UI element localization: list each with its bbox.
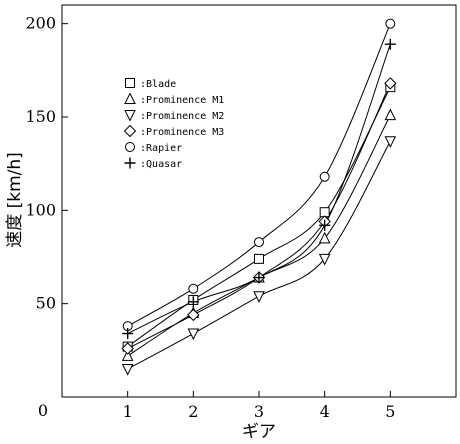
point-prominence-m2: [187, 328, 200, 341]
series-line-rapier: [127, 23, 391, 327]
y-tick-label: 50: [36, 294, 56, 313]
legend-separator: :: [140, 79, 146, 90]
point-prominence-m2: [253, 291, 265, 303]
legend-label-rapier: :Rapier: [140, 143, 182, 154]
point-quasar: [253, 272, 265, 284]
legend-separator: :: [140, 111, 146, 122]
x-tick-label: 2: [188, 402, 198, 421]
legend-label-prominence-m1: :Prominence M1: [140, 95, 224, 106]
point-prominence-m1: [384, 108, 397, 121]
point-prominence-m2: [384, 136, 397, 148]
y-tick-label: 200: [25, 14, 56, 33]
legend-series-name: Prominence M1: [146, 95, 224, 106]
point-prominence-m1: [121, 349, 134, 361]
legend-label-blade: :Blade: [140, 79, 176, 90]
legend-series-name: Prominence M2: [146, 111, 224, 122]
legend-separator: :: [140, 143, 146, 154]
plot-frame: [61, 4, 457, 398]
point-prominence-m1: [318, 231, 331, 244]
legend-marker-prominence-m1: [124, 92, 136, 104]
legend-series-name: Blade: [146, 79, 176, 90]
point-prominence-m3: [384, 77, 397, 90]
series-line-quasar: [127, 44, 391, 334]
x-tick-label: 3: [254, 402, 264, 421]
point-prominence-m2: [121, 364, 134, 376]
series-line-blade: [127, 86, 391, 348]
legend-label-prominence-m2: :Prominence M2: [140, 111, 224, 122]
point-quasar: [187, 296, 199, 308]
legend-marker-rapier: [125, 142, 135, 152]
point-prominence-m3: [187, 308, 200, 322]
point-prominence-m3: [121, 342, 134, 355]
point-quasar: [122, 328, 134, 340]
x-tick-label: 1: [123, 402, 133, 421]
point-rapier: [188, 283, 199, 294]
legend: :Blade:Prominence M1:Prominence M2:Promi…: [123, 78, 224, 170]
series-line-prominence-m3: [127, 83, 391, 349]
point-rapier: [385, 18, 396, 29]
legend-separator: :: [140, 127, 146, 138]
legend-series-name: Rapier: [146, 143, 182, 154]
point-blade: [254, 253, 264, 264]
legend-label-quasar: :Quasar: [140, 159, 182, 170]
legend-marker-prominence-m3: [123, 124, 137, 138]
x-tick-label: 5: [385, 402, 395, 421]
point-quasar: [319, 219, 331, 231]
y-tick-label: 100: [25, 200, 56, 219]
axis-ticks: [62, 23, 391, 398]
point-prominence-m2: [318, 253, 331, 266]
legend-marker-blade: [125, 78, 135, 88]
legend-label-prominence-m3: :Prominence M3: [140, 127, 224, 138]
y-axis-label: 速度 [km/h]: [5, 152, 25, 248]
point-rapier: [254, 237, 264, 248]
series-markers: [121, 18, 397, 376]
y-tick-label: 0: [38, 401, 48, 420]
x-tick-label: 4: [320, 402, 330, 421]
legend-separator: :: [140, 95, 146, 106]
y-tick-label: 150: [25, 107, 56, 126]
legend-marker-quasar: [124, 157, 136, 169]
series-curves: [127, 23, 391, 370]
x-axis-label: ギア: [242, 422, 276, 442]
point-quasar: [384, 38, 396, 50]
legend-separator: :: [140, 159, 146, 170]
legend-series-name: Quasar: [146, 159, 182, 170]
legend-marker-prominence-m2: [124, 110, 136, 122]
legend-series-name: Prominence M3: [146, 127, 224, 138]
point-rapier: [319, 171, 330, 182]
